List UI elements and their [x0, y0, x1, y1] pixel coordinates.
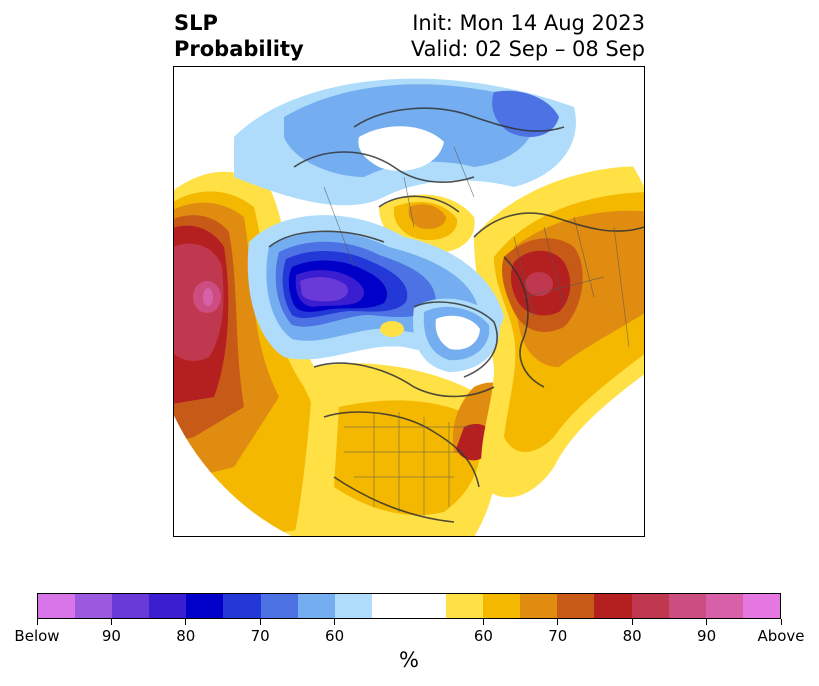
colorbar-segment — [742, 594, 780, 618]
colorbar-tick-mark — [706, 619, 708, 625]
colorbar-tick-label: 80 — [176, 627, 196, 645]
colorbar-segment — [483, 594, 521, 618]
colorbar-segment — [297, 594, 335, 618]
title-line-2: Probability — [174, 37, 304, 61]
pacific-crimson — [174, 243, 224, 361]
map-panel — [173, 66, 645, 537]
colorbar-tick-label: 70 — [250, 627, 270, 645]
colorbar-tick-mark — [557, 619, 559, 625]
init-date: Init: Mon 14 Aug 2023 — [412, 11, 645, 35]
map-title: SLP Probability — [174, 10, 304, 62]
colorbar-segment — [705, 594, 743, 618]
colorbar-segment — [260, 594, 298, 618]
colorbar-tick-label: Above — [757, 627, 805, 645]
colorbar-tick-label: 70 — [548, 627, 568, 645]
colorbar-tick-mark — [334, 619, 336, 625]
colorbar-segment — [186, 594, 224, 618]
forecast-dates: Init: Mon 14 Aug 2023 Valid: 02 Sep – 08… — [411, 10, 645, 62]
colorbar-tick-label: Below — [14, 627, 60, 645]
colorbar-tick-mark — [259, 619, 261, 625]
arctic-blue — [492, 90, 559, 137]
colorbar — [37, 593, 781, 619]
title-line-1: SLP — [174, 11, 218, 35]
canada-white — [435, 315, 480, 350]
colorbar-segment — [408, 594, 447, 618]
colorbar-segment — [520, 594, 558, 618]
colorbar-segment — [38, 594, 76, 618]
colorbar-segment — [371, 594, 409, 618]
colorbar-segment — [75, 594, 113, 618]
borders — [323, 146, 630, 517]
colorbar-tick-mark — [110, 619, 112, 625]
colorbar-segment — [594, 594, 632, 618]
scandinavia-orange — [408, 204, 446, 229]
colorbar-segment — [149, 594, 187, 618]
colorbar-tick-mark — [780, 619, 782, 625]
america-gold — [334, 400, 481, 516]
siberia-purple — [300, 277, 349, 302]
colorbar-tick-label: 60 — [473, 627, 493, 645]
colorbar-tick-label: 90 — [101, 627, 121, 645]
probability-map — [174, 67, 644, 536]
colorbar-tick-mark — [185, 619, 187, 625]
colorbar-segment — [668, 594, 706, 618]
colorbar-tick-mark — [36, 619, 38, 625]
colorbar-segment — [557, 594, 595, 618]
colorbar-unit: % — [399, 648, 419, 672]
colorbar-segment — [334, 594, 372, 618]
colorbar-segment — [112, 594, 150, 618]
colorbar-tick-label: 60 — [325, 627, 345, 645]
colorbar-segment — [223, 594, 261, 618]
colorbar-tick-mark — [482, 619, 484, 625]
colorbar-tick-label: 80 — [622, 627, 642, 645]
colorbar-segment — [446, 594, 484, 618]
colorbar-segment — [631, 594, 669, 618]
coastlines — [268, 107, 644, 523]
valid-range: Valid: 02 Sep – 08 Sep — [410, 37, 645, 61]
colorbar-tick-label: 90 — [697, 627, 717, 645]
colorbar-tick-mark — [631, 619, 633, 625]
